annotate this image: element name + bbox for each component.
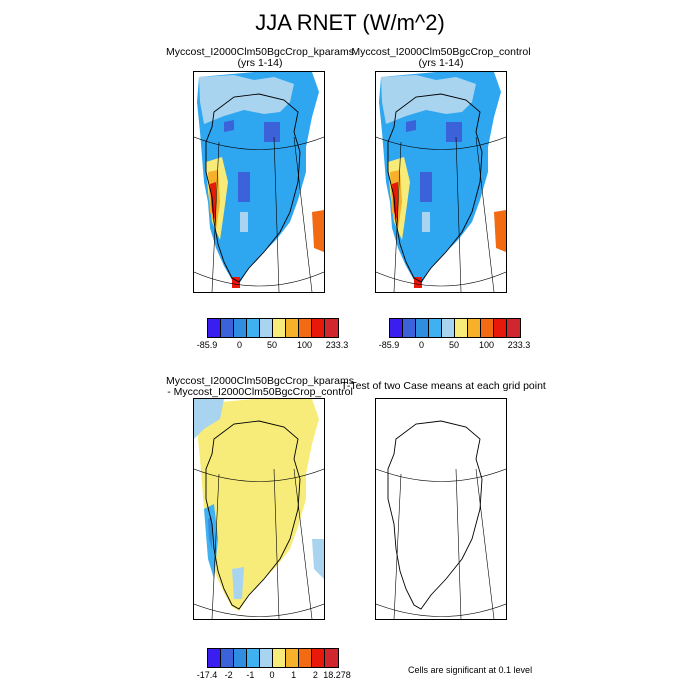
- colorbar-tick-label: 1: [291, 670, 297, 680]
- coastline: [205, 420, 301, 610]
- panel-2-title: Myccost_I2000Clm50BgcCrop_control (yrs 1…: [341, 47, 541, 69]
- graticule: [194, 136, 324, 292]
- colorbar-swatch: [286, 649, 299, 667]
- colorbar-tick-label: 100: [478, 340, 495, 350]
- colorbar-swatch: [247, 319, 260, 337]
- panel-1-title-line1: Myccost_I2000Clm50BgcCrop_kparams: [166, 46, 354, 58]
- colorbar-tick-label: -85.9: [378, 340, 400, 350]
- colorbar-swatch: [208, 319, 221, 337]
- colorbar-main-right: [389, 318, 521, 338]
- greenland-map-difference: [194, 399, 324, 619]
- map-panel-kparams: [193, 71, 325, 293]
- colorbar-tick-label: -1: [246, 670, 255, 680]
- colorbar-swatch: [416, 319, 429, 337]
- colorbar-swatch: [442, 319, 455, 337]
- colorbar-swatch: [273, 319, 286, 337]
- greenland-map-kparams: [194, 72, 324, 292]
- colorbar-swatch: [260, 319, 273, 337]
- colorbar-swatch: [299, 319, 312, 337]
- colorbar-swatch: [273, 649, 286, 667]
- graticule: [194, 468, 324, 619]
- panel-3-title: Myccost_I2000Clm50BgcCrop_kparams - Mycc…: [160, 376, 360, 398]
- colorbar-tick-label: -2: [224, 670, 233, 680]
- coastline: [387, 420, 483, 610]
- colorbar-swatch: [221, 319, 234, 337]
- colorbar-swatch: [468, 319, 481, 337]
- colorbar-tick-label: 233.3: [325, 340, 349, 350]
- colorbar-swatch: [312, 319, 325, 337]
- colorbar-swatch: [234, 649, 247, 667]
- colorbar-tick-label: 18.278: [323, 670, 351, 680]
- colorbar-tick-label: 0: [269, 670, 275, 680]
- panel-2-title-line2: (yrs 1-14): [418, 57, 464, 69]
- colorbar-difference: [207, 648, 339, 668]
- map-panel-ttest: [375, 398, 507, 620]
- panel-3-title-line1: Myccost_I2000Clm50BgcCrop_kparams: [166, 375, 354, 387]
- greenland-map-control: [376, 72, 506, 292]
- panel-3-title-line2: - Myccost_I2000Clm50BgcCrop_control: [167, 386, 353, 398]
- colorbar-swatch: [325, 649, 338, 667]
- panel-4-title-line1: T-Test of two Case means at each grid po…: [341, 380, 546, 392]
- panel-4-title: T-Test of two Case means at each grid po…: [341, 380, 546, 392]
- graticule: [376, 136, 506, 292]
- colorbar-tick-label: 50: [448, 340, 460, 350]
- colorbar-swatch: [208, 649, 221, 667]
- graticule: [376, 468, 506, 619]
- colorbar-swatch: [299, 649, 312, 667]
- coastline: [205, 93, 301, 283]
- colorbar-swatch: [481, 319, 494, 337]
- colorbar-swatch: [234, 319, 247, 337]
- colorbar-swatch: [286, 319, 299, 337]
- land-difference-field: [197, 399, 319, 611]
- colorbar-swatch: [403, 319, 416, 337]
- colorbar-swatch: [260, 649, 273, 667]
- colorbar-swatch: [494, 319, 507, 337]
- map-panel-control: [375, 71, 507, 293]
- colorbar-swatch: [247, 649, 260, 667]
- colorbar-tick-label: 233.3: [507, 340, 531, 350]
- colorbar-swatch: [455, 319, 468, 337]
- colorbar-tick-label: 50: [266, 340, 278, 350]
- colorbar-swatch: [325, 319, 338, 337]
- coastline: [387, 93, 483, 283]
- colorbar-swatch: [390, 319, 403, 337]
- colorbar-swatch: [221, 649, 234, 667]
- colorbar-tick-label: 0: [236, 340, 243, 350]
- map-panel-difference: [193, 398, 325, 620]
- colorbar-tick-label: 100: [296, 340, 313, 350]
- panel-1-title: Myccost_I2000Clm50BgcCrop_kparams (yrs 1…: [160, 47, 360, 69]
- significance-note: Cells are significant at 0.1 level: [408, 665, 533, 675]
- colorbar-tick-label: -85.9: [196, 340, 218, 350]
- colorbar-tick-label: 2: [312, 670, 318, 680]
- greenland-map-ttest: [376, 420, 506, 619]
- colorbar-tick-label: 0: [418, 340, 425, 350]
- panel-1-title-line2: (yrs 1-14): [237, 57, 283, 69]
- colorbar-main-left: [207, 318, 339, 338]
- page-title: JJA RNET (W/m^2): [255, 10, 445, 35]
- colorbar-swatch: [312, 649, 325, 667]
- colorbar-swatch: [429, 319, 442, 337]
- colorbar-swatch: [507, 319, 520, 337]
- colorbar-tick-label: -17.4: [196, 670, 218, 680]
- panel-2-title-line1: Myccost_I2000Clm50BgcCrop_control: [351, 46, 531, 58]
